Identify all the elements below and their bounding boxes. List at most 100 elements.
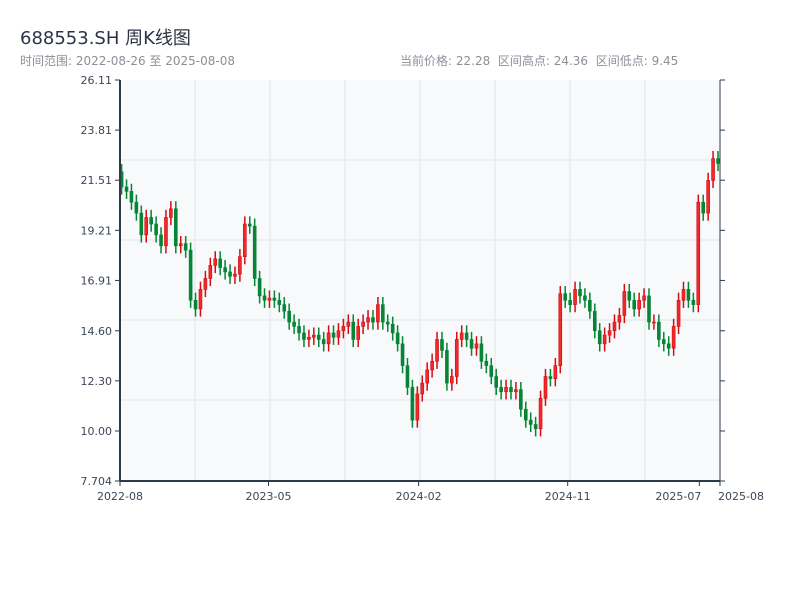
- candle-body: [563, 293, 568, 301]
- candle-body: [666, 343, 671, 349]
- candle-body: [336, 330, 341, 338]
- candle-body: [405, 365, 410, 388]
- candle-body: [149, 217, 153, 225]
- candle-body: [430, 360, 434, 371]
- candle-body: [558, 293, 563, 366]
- y-tick-label: 26.11: [81, 74, 113, 87]
- y-tick-label: 16.91: [81, 274, 113, 287]
- candle-body: [169, 208, 173, 218]
- candle-body: [450, 376, 454, 384]
- candle-body: [366, 317, 370, 323]
- candle-body: [326, 332, 331, 345]
- candle-body: [385, 321, 390, 325]
- candle-body: [523, 408, 528, 421]
- candle-body: [351, 321, 356, 340]
- candle-body: [243, 223, 247, 257]
- candle-body: [440, 339, 444, 351]
- candle-body: [129, 191, 134, 203]
- candle-body: [154, 223, 158, 236]
- candle-body: [425, 369, 429, 384]
- candle-body: [474, 343, 479, 349]
- candle-body: [612, 321, 617, 332]
- candle-body: [647, 295, 651, 323]
- candle-body: [272, 297, 277, 301]
- candle-body: [454, 339, 459, 377]
- candle-body: [711, 158, 715, 181]
- candle-body: [159, 234, 163, 247]
- candle-body: [652, 321, 656, 324]
- candle-body: [691, 299, 696, 305]
- price-summary: 当前价格: 22.28 区间高点: 24.36 区间低点: 9.45: [400, 52, 678, 69]
- candle-body: [420, 382, 425, 395]
- candle-body: [519, 389, 523, 410]
- candle-body: [267, 297, 272, 301]
- candle-body: [622, 291, 627, 316]
- range-low: 区间低点: 9.45: [595, 54, 679, 68]
- candle-body: [203, 278, 208, 290]
- candle-body: [484, 360, 489, 366]
- candle-body: [228, 271, 232, 277]
- candle-body: [287, 310, 291, 323]
- candle-body: [193, 299, 198, 310]
- candle-body: [395, 332, 400, 345]
- candle-body: [533, 424, 538, 430]
- candle-body: [489, 365, 494, 377]
- candle-body: [213, 258, 218, 266]
- candle-body: [445, 350, 449, 384]
- candle-body: [208, 265, 213, 279]
- candle-body: [543, 376, 548, 399]
- candle-body: [553, 365, 558, 379]
- candle-body: [361, 321, 365, 327]
- candle-body: [588, 299, 592, 312]
- y-tick-label: 21.51: [81, 174, 113, 187]
- candle-body: [164, 217, 168, 247]
- candle-body: [247, 223, 252, 227]
- candle-body: [637, 299, 641, 310]
- candle-body: [376, 304, 380, 323]
- candle-body: [479, 343, 484, 362]
- candle-body: [607, 330, 612, 336]
- candle-body: [548, 376, 553, 379]
- candle-body: [676, 299, 681, 327]
- x-tick-label: 2025-08: [718, 490, 764, 503]
- candle-body: [312, 334, 316, 338]
- candle-body: [238, 256, 242, 275]
- candle-body: [400, 343, 405, 366]
- candle-body: [410, 387, 415, 421]
- candle-body: [701, 201, 706, 214]
- candle-body: [415, 393, 420, 421]
- x-tick-label: 2022-08: [97, 490, 143, 503]
- y-tick-label: 19.21: [81, 224, 113, 237]
- candle-body: [188, 249, 193, 301]
- x-tick-label: 2025-07: [655, 490, 701, 503]
- candle-body: [578, 289, 582, 297]
- candle-body: [307, 336, 311, 340]
- candle-body: [178, 243, 183, 247]
- candle-body: [390, 323, 395, 334]
- candle-body: [174, 208, 178, 247]
- candle-body: [371, 317, 375, 323]
- candle-body: [642, 295, 646, 301]
- y-tick-label: 10.00: [81, 425, 113, 438]
- candle-body: [262, 295, 267, 301]
- x-tick-label: 2023-05: [246, 490, 292, 503]
- candle-body: [494, 376, 498, 388]
- candle-body: [568, 299, 572, 305]
- candle-body: [183, 243, 188, 251]
- candle-body: [356, 326, 360, 340]
- candle-body: [218, 258, 222, 268]
- candle-body: [459, 332, 464, 340]
- candle-body: [331, 332, 336, 338]
- candle-body: [464, 332, 469, 340]
- y-tick-label: 7.704: [81, 475, 113, 488]
- candle-body: [233, 273, 237, 277]
- candle-body: [627, 291, 632, 301]
- y-tick-label: 23.81: [81, 124, 113, 137]
- candle-body: [124, 186, 129, 192]
- candle-body: [316, 334, 321, 340]
- candle-body: [696, 201, 701, 305]
- candle-body: [277, 299, 282, 305]
- candle-body: [341, 326, 346, 332]
- chart-title: 688553.SH 周K线图: [20, 28, 191, 49]
- candle-body: [302, 332, 306, 340]
